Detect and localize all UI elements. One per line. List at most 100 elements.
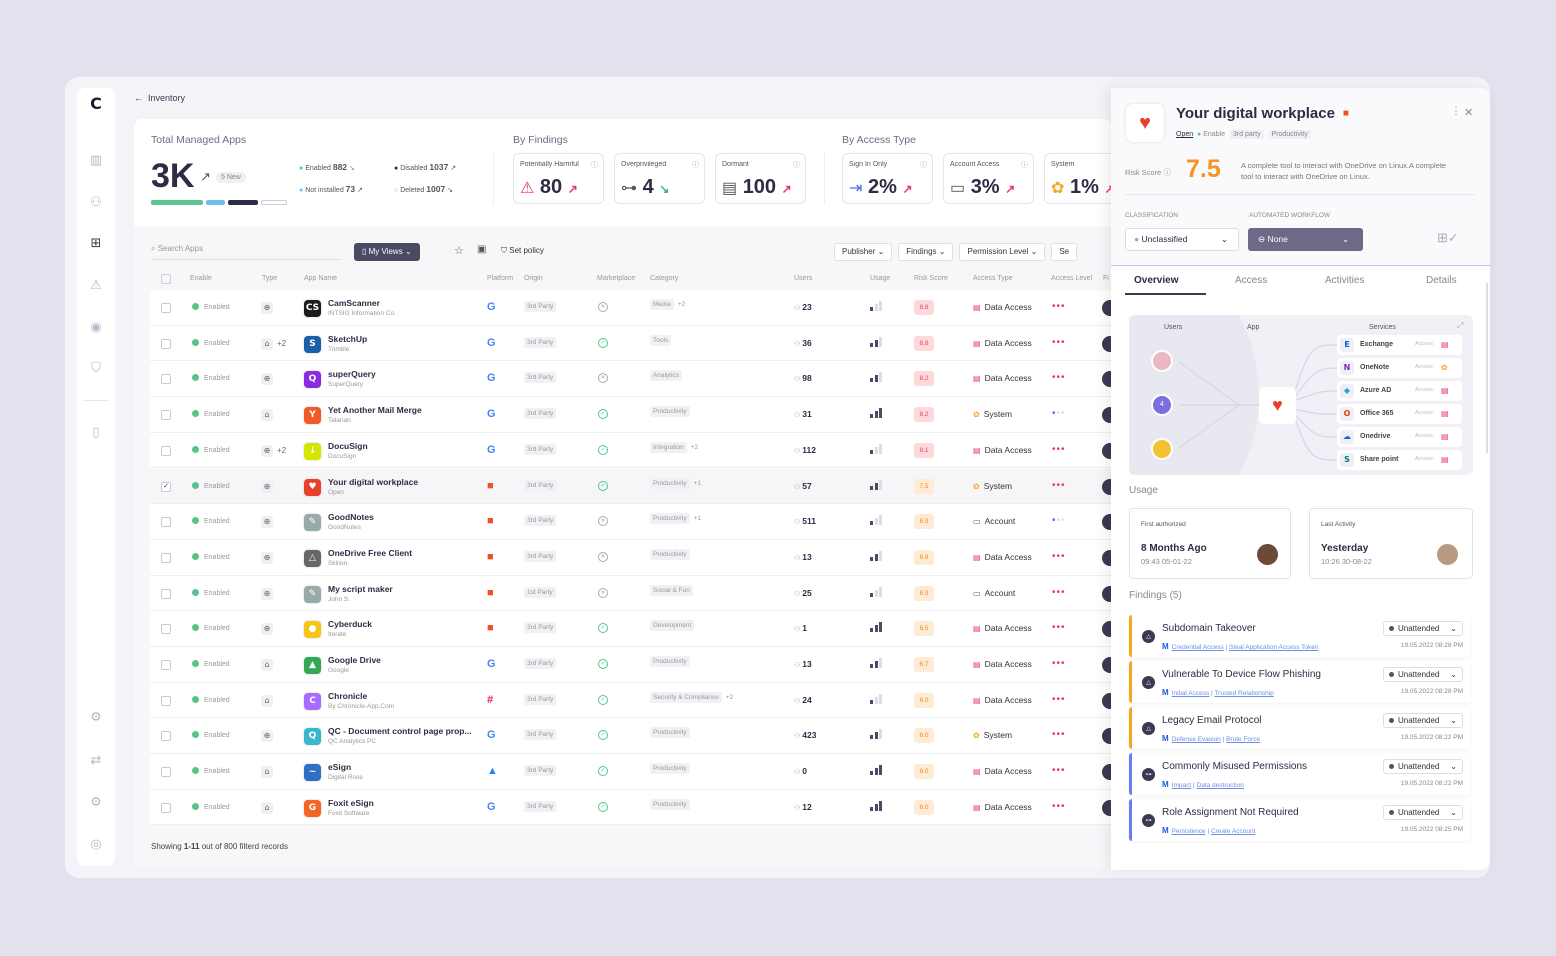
col-app-name[interactable]: App Name [304,275,338,282]
finding-status-select[interactable]: Unattended ⌄ [1383,667,1463,682]
row-checkbox[interactable] [161,517,171,528]
findings-count-badge[interactable] [1102,621,1112,638]
col-enable[interactable]: Enable [190,275,212,282]
col-marketplace[interactable]: Marketplace [597,275,636,282]
app-name[interactable]: Chronicle [328,690,368,701]
table-row[interactable]: ✓ Enabled ⊕ ♥ Your digital workplace Ope… [150,468,1112,505]
tactic-link[interactable]: Credential Access [1171,644,1224,651]
finding-item[interactable]: △ Vulnerable To Device Flow Phishing M In… [1129,661,1471,703]
access-card[interactable]: Account Access ⓘ ▭ 3% ↗ [943,153,1034,204]
grid-check-icon[interactable]: ⊞✓ [1437,230,1459,245]
more-icon[interactable]: ⋮ [1451,106,1461,117]
findings-count-badge[interactable] [1102,585,1112,602]
col-access-level[interactable]: Access Level [1051,275,1093,282]
finding-item[interactable]: ⊶ Role Assignment Not Required M Persiste… [1129,799,1471,841]
findings-count-badge[interactable] [1102,657,1112,673]
finding-status-select[interactable]: Unattended ⌄ [1383,805,1463,820]
findings-count-badge[interactable] [1102,442,1112,459]
row-checkbox[interactable] [161,552,171,563]
technique-link[interactable]: Create Account [1210,828,1256,835]
my-views-button[interactable]: ▯ My Views ⌄ [354,243,420,261]
findings-card[interactable]: Overprivileged ⓘ ⊶ 4 ↘ [614,153,705,204]
users-icon[interactable]: ⚇ [90,195,102,210]
service-item[interactable]: ☁ Onedrive Access: ▤ [1337,427,1462,447]
finding-status-select[interactable]: Unattended ⌄ [1383,621,1463,636]
shield-icon[interactable]: ⛉ [91,361,101,376]
star-icon[interactable]: ☆ [454,245,464,257]
tab-access[interactable]: Access [1235,275,1268,286]
user-avatar[interactable] [1151,438,1173,460]
logo-icon[interactable]: C [90,94,102,113]
table-row[interactable]: Enabled ⌂ C Chronicle By Chronicle-App.C… [150,683,1112,719]
col-origin[interactable]: Origin [524,275,543,282]
findings-count-badge[interactable] [1102,692,1112,709]
table-row[interactable]: Enabled ⊕ CS CamScanner INTSIG Informati… [150,290,1112,326]
table-row[interactable]: Enabled ⌂ ~ eSign Digital Rose ▲ 3rd Par… [150,754,1112,790]
row-checkbox[interactable] [161,731,171,742]
finding-status-select[interactable]: Unattended ⌄ [1383,713,1463,728]
row-checkbox[interactable] [161,445,171,456]
findings-count-badge[interactable] [1102,371,1112,388]
tab-activities[interactable]: Activities [1325,275,1365,286]
technique-link[interactable]: Steal Application Access Token [1229,644,1319,651]
table-row[interactable]: Enabled ⊕ ● Cyberduck Iterate ■ 3rd Part… [150,611,1112,647]
technique-link[interactable]: Data destruction [1196,782,1244,789]
findings-count-badge[interactable] [1102,764,1112,781]
service-item[interactable]: N OneNote Access: ✿ [1337,358,1462,378]
app-node[interactable]: ♥ [1259,387,1296,424]
finding-status-select[interactable]: Unattended ⌄ [1383,759,1463,774]
scrollbar[interactable] [1486,283,1488,453]
row-checkbox[interactable] [161,588,171,599]
table-row[interactable]: Enabled ⊕ ✎ My script maker John S. ■ 1s… [150,576,1112,612]
row-checkbox[interactable] [161,695,171,706]
search-input[interactable]: ⌕ Search Apps [151,244,341,260]
service-item[interactable]: E Exchange Access: ▤ [1337,335,1462,355]
service-item[interactable]: ◆ Azure AD Access: ▤ [1337,381,1462,401]
table-row[interactable]: Enabled ⌂ G Foxit eSign Foxit Software G… [150,790,1112,825]
col-usage[interactable]: Usage [870,275,891,282]
table-row[interactable]: Enabled ⊕ △ OneDrive Free Client Skilion… [150,540,1112,576]
tactic-link[interactable]: Defense Evasion [1171,736,1221,743]
col-platform[interactable]: Platform [487,275,514,282]
app-name[interactable]: eSign [328,762,352,773]
filter-more[interactable]: Se [1051,243,1078,261]
finding-item[interactable]: ⊶ Commonly Misused Permissions M Impact |… [1129,753,1471,795]
technique-link[interactable]: Brute Force [1226,736,1261,743]
app-name[interactable]: Foxit eSign [328,797,374,808]
app-name[interactable]: DocuSign [328,440,368,451]
findings-count-badge[interactable] [1102,728,1112,745]
findings-count-badge[interactable] [1102,799,1112,816]
apps-icon[interactable]: ⊞ [90,236,102,251]
table-row[interactable]: Enabled ⌂ ▲ Google Drive Google G 3rd Pa… [150,647,1112,683]
table-row[interactable]: Enabled ⊕ Q superQuery SuperQuery G 3rd … [150,361,1112,398]
col-users[interactable]: Users [794,275,813,282]
app-name[interactable]: Yet Another Mail Merge [328,405,422,416]
tactic-link[interactable]: Impact [1171,782,1192,789]
app-name[interactable]: Cyberduck [328,619,372,630]
findings-card[interactable]: Potentially Harmful ⓘ ⚠ 80 ↗ [513,153,604,204]
tab-overview[interactable]: Overview [1134,275,1179,286]
row-checkbox[interactable] [161,374,171,385]
workflow-select[interactable]: ⊖ None ⌄ [1248,228,1363,251]
dashboard-icon[interactable]: ▥ [89,153,103,168]
finding-item[interactable]: △ Subdomain Takeover M Credential Access … [1129,615,1471,657]
findings-count-badge[interactable] [1102,478,1112,495]
app-name[interactable]: SketchUp [328,333,368,344]
tactic-link[interactable]: Initial Access [1171,690,1210,697]
filter-publisher[interactable]: Publisher ⌄ [834,243,893,261]
findings-card[interactable]: Dormant ⓘ ▤ 100 ↗ [715,153,806,204]
col-findings[interactable]: Fi [1103,275,1109,282]
breadcrumb[interactable]: ← Inventory [134,93,185,103]
col-risk-score[interactable]: Risk Score [914,275,948,282]
row-checkbox[interactable] [161,410,171,421]
table-row[interactable]: Enabled ⊕ +2 ↓ DocuSign DocuSign G 3rd Pa… [150,433,1112,469]
row-checkbox[interactable] [161,767,171,778]
table-row[interactable]: Enabled ⊕ ✎ GoodNotes GoodNotes ■ 3rd Pa… [150,504,1112,540]
row-checkbox[interactable] [161,660,171,670]
app-name[interactable]: Google Drive [328,655,381,665]
account-icon[interactable]: ◎ [90,837,102,852]
filter-findings[interactable]: Findings ⌄ [898,243,954,261]
back-arrow-icon[interactable]: ← [134,93,143,103]
service-item[interactable]: O Office 365 Access: ▤ [1337,404,1462,424]
app-name[interactable]: OneDrive Free Client [328,547,413,558]
